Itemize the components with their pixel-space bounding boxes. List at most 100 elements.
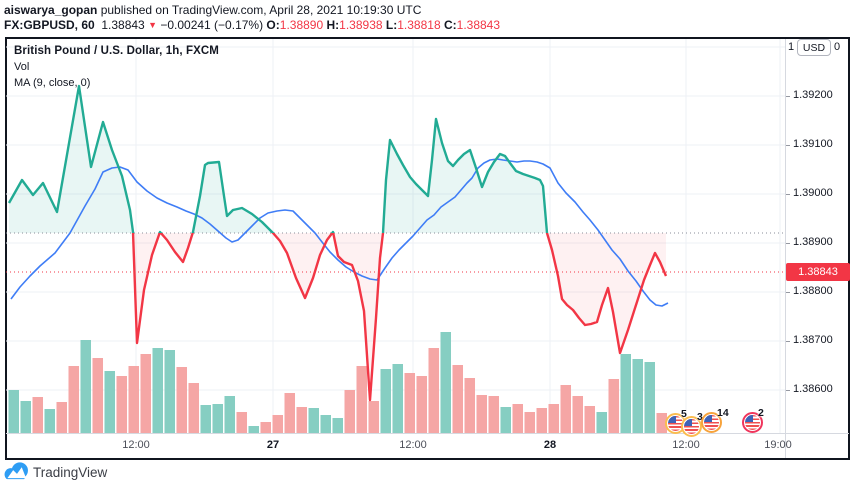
event-count-badge: 2 — [758, 407, 764, 419]
time-axis-day-label: 27 — [266, 439, 280, 451]
volume-bar — [536, 408, 547, 433]
economic-event-flag[interactable] — [701, 412, 722, 433]
volume-bar — [164, 350, 175, 433]
time-axis-label: 19:00 — [764, 439, 792, 451]
volume-bar — [332, 418, 343, 433]
volume-bar — [344, 390, 355, 433]
header-text-part: aiswarya_gopan — [4, 3, 98, 17]
us-flag-canton — [745, 415, 754, 422]
header-text-part: published on TradingView.com, April 28, … — [97, 3, 422, 17]
volume-bar — [224, 396, 235, 433]
header-text-part: FX:GBPUSD, 60 — [4, 18, 95, 32]
chart-legend: British Pound / U.S. Dollar, 1h, FXCM Vo… — [14, 43, 219, 91]
volume-bar — [152, 348, 163, 433]
volume-bar — [488, 396, 499, 433]
volume-bar — [632, 359, 643, 433]
price-axis-label: 1.39200 — [793, 89, 833, 101]
price-axis-divider — [785, 39, 786, 458]
volume-bar — [584, 406, 595, 433]
volume-bar — [512, 404, 523, 433]
volume-bar — [104, 371, 115, 433]
ma-line — [10, 158, 669, 307]
price-axis-label: 1.38900 — [793, 236, 833, 248]
time-axis-day-label: 28 — [543, 439, 557, 451]
tradingview-logo-icon[interactable] — [3, 461, 30, 487]
event-count-badge: 3 — [697, 411, 703, 423]
volume-bar — [548, 404, 559, 433]
volume-bar — [128, 366, 139, 433]
economic-event-flag[interactable] — [665, 413, 686, 434]
price-axis-tick — [786, 145, 790, 146]
volume-bar — [200, 405, 211, 433]
volume-bar — [560, 385, 571, 433]
volume-bar — [404, 373, 415, 433]
volume-bar — [356, 366, 367, 433]
price-axis-tick — [786, 292, 790, 293]
volume-bar — [440, 332, 451, 433]
volume-bar — [608, 379, 619, 433]
currency-usd-button[interactable]: USD — [797, 39, 831, 56]
price-axis-tick — [786, 243, 790, 244]
volume-bar — [92, 358, 103, 433]
volume-bar — [272, 415, 283, 433]
volume-bar — [476, 395, 487, 433]
volume-bar — [140, 354, 151, 433]
volume-bar — [176, 367, 187, 433]
volume-bar — [308, 408, 319, 433]
volume-bar — [320, 415, 331, 433]
header-text-part: O: — [266, 18, 280, 32]
price-axis-top-label-right: 0 — [834, 41, 841, 53]
us-flag-canton — [684, 419, 693, 426]
header-text-part: 1.38890 — [279, 18, 324, 32]
volume-bar — [380, 369, 391, 433]
symbol-quote-line: FX:GBPUSD, 60 1.38843 ▼ −0.00241 (−0.17%… — [4, 18, 500, 32]
economic-event-flag[interactable] — [742, 412, 763, 433]
volume-bar — [116, 376, 127, 433]
volume-bar — [260, 422, 271, 433]
header-text-part: L: — [385, 18, 398, 32]
legend-ma-label: MA (9, close, 0) — [14, 77, 91, 89]
legend-volume-label: Vol — [14, 61, 30, 73]
price-axis-tick — [786, 96, 790, 97]
volume-bar — [248, 426, 259, 433]
price-chart-plot[interactable] — [6, 39, 785, 433]
volume-bar — [620, 354, 631, 433]
volume-bar — [524, 412, 535, 433]
volume-bar — [368, 401, 379, 433]
us-flag-canton — [704, 415, 713, 422]
price-axis-label: 1.38600 — [793, 383, 833, 395]
header-text-part: H: — [326, 18, 340, 32]
us-flag-icon — [684, 419, 699, 434]
header-text-part: C: — [443, 18, 457, 32]
price-axis-label: 1.38700 — [793, 334, 833, 346]
price-axis-label: 1.39000 — [793, 187, 833, 199]
header-text-part: 1.38938 — [339, 18, 383, 32]
volume-bar — [596, 412, 607, 433]
header-text-part: 1.38818 — [397, 18, 441, 32]
price-axis-tick — [786, 341, 790, 342]
volume-bar — [392, 364, 403, 433]
current-price-label: 1.38843 — [786, 263, 850, 281]
volume-bar — [296, 407, 307, 433]
header-text-part: ▼ — [148, 20, 157, 30]
event-count-badge: 14 — [717, 407, 729, 419]
us-flag-icon — [668, 416, 683, 431]
area-fill-above — [9, 86, 666, 233]
header-text-part: −0.00241 (−0.17%) — [157, 18, 267, 32]
header-text-part: 1.38843 — [456, 18, 501, 32]
volume-bar — [644, 362, 655, 433]
price-axis-label: 1.38800 — [793, 285, 833, 297]
price-axis-label: 1.39100 — [793, 138, 833, 150]
price-axis-tick — [786, 194, 790, 195]
volume-bar — [188, 383, 199, 433]
volume-bar — [32, 397, 43, 433]
volume-bar — [500, 407, 511, 433]
chart-title: British Pound / U.S. Dollar, 1h, FXCM — [14, 45, 219, 57]
volume-bar — [68, 366, 79, 433]
us-flag-icon — [704, 415, 719, 430]
publish-byline: aiswarya_gopan published on TradingView.… — [4, 3, 421, 17]
volume-bar — [20, 401, 31, 433]
price-line-above-baseline — [7, 84, 549, 233]
time-axis-label: 12:00 — [399, 439, 427, 451]
